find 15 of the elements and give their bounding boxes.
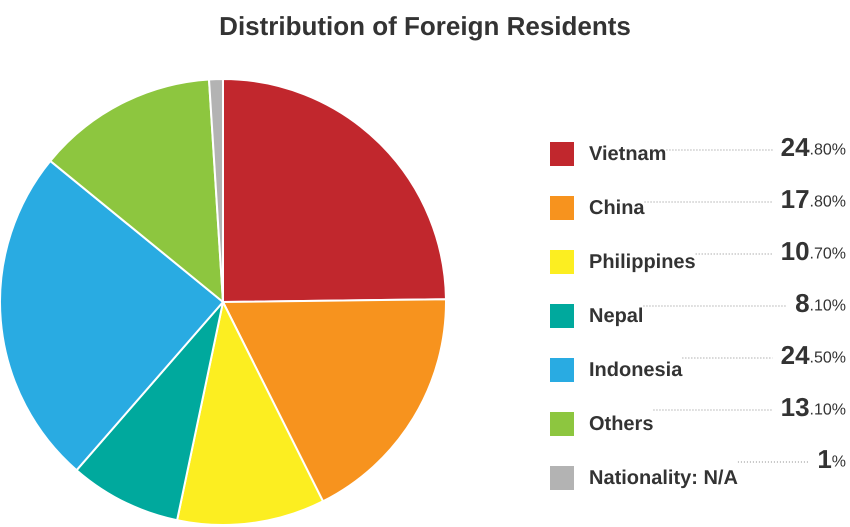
legend-label: Philippines bbox=[589, 251, 696, 273]
data-label: 24.50% bbox=[780, 340, 846, 370]
data-label: 8.10% bbox=[795, 288, 846, 318]
data-label: 1% bbox=[817, 444, 846, 474]
data-label: 10.70% bbox=[780, 236, 846, 266]
legend-label: Nepal bbox=[589, 305, 644, 327]
legend-label: Indonesia bbox=[589, 359, 684, 381]
data-label: 24.80% bbox=[780, 132, 846, 162]
legend-label: Nationality: N/A bbox=[589, 467, 738, 489]
legend-label: Vietnam bbox=[589, 143, 666, 165]
legend-label: Others bbox=[589, 413, 654, 435]
chart-title: Distribution of Foreign Residents bbox=[219, 11, 631, 41]
data-label: 17.80% bbox=[780, 184, 846, 214]
data-label: 13.10% bbox=[780, 392, 846, 422]
legend-label: China bbox=[589, 197, 646, 219]
